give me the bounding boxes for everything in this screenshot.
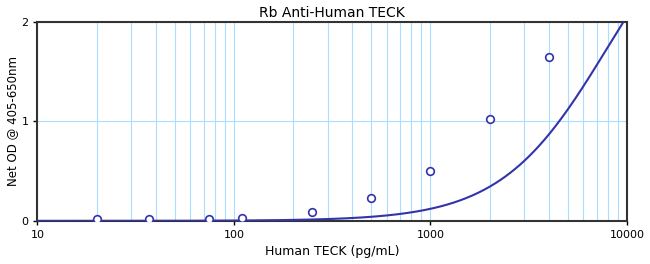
- Title: Rb Anti-Human TECK: Rb Anti-Human TECK: [259, 6, 405, 20]
- X-axis label: Human TECK (pg/mL): Human TECK (pg/mL): [265, 246, 400, 258]
- Y-axis label: Net OD @ 405-650nm: Net OD @ 405-650nm: [6, 56, 19, 186]
